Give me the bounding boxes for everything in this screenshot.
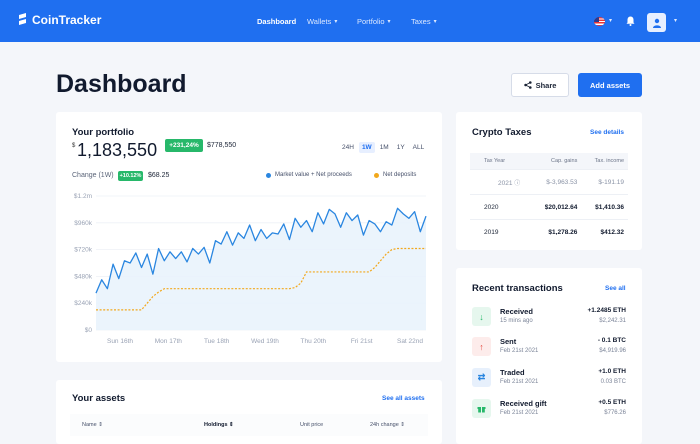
share-button[interactable]: Share: [511, 73, 569, 97]
gain-badge: +231,24%: [165, 139, 203, 152]
y-tick-label: $0: [85, 327, 93, 334]
range-selector: 24H 1W 1M 1Y ALL: [339, 142, 427, 153]
assets-table-header: Name ⇕ Holdings ⇕ Unit price 24h change …: [70, 414, 428, 436]
legend-deposits: Net deposits: [374, 172, 416, 178]
x-tick-label: Thu 20th: [300, 338, 326, 345]
range-1y[interactable]: 1Y: [396, 144, 405, 151]
legend-dot-deposits: [374, 172, 379, 178]
y-tick-label: $960k: [74, 220, 92, 227]
arrow-down-icon: ↓: [472, 307, 491, 326]
nav-wallets[interactable]: Wallets ▾: [307, 17, 338, 26]
market-area: [96, 208, 426, 330]
taxes-title: Crypto Taxes: [472, 127, 532, 138]
col-unit-price[interactable]: Unit price: [300, 422, 324, 428]
range-24h[interactable]: 24H: [342, 144, 354, 151]
range-1w[interactable]: 1W: [358, 142, 375, 153]
chevron-down-icon[interactable]: ▾: [609, 18, 613, 24]
add-assets-button[interactable]: Add assets: [578, 73, 642, 97]
y-tick-label: $240k: [74, 300, 92, 307]
change-usd: $68.25: [148, 172, 170, 179]
assets-title: Your assets: [72, 393, 126, 404]
transaction-item[interactable]: ↓ Received 15 mins ago +1.2485 ETH $2,24…: [470, 305, 628, 331]
x-tick-label: Sat 22nd: [397, 338, 423, 345]
nav-portfolio[interactable]: Portfolio ▾: [357, 17, 391, 26]
col-holdings[interactable]: Holdings ⇕: [204, 422, 234, 428]
x-tick-label: Wed 19th: [251, 338, 279, 345]
market-line: [95, 207, 427, 294]
y-tick-label: $720k: [74, 247, 92, 254]
table-row[interactable]: 2021 ⓘ $-3,963.53 $-191.19: [470, 169, 628, 194]
logo-icon: [19, 13, 26, 25]
recent-title: Recent transactions: [472, 283, 563, 294]
app-name: CoinTracker: [32, 13, 102, 27]
portfolio-title: Your portfolio: [72, 127, 135, 138]
table-row[interactable]: 2020 $20,012.64 $1,410.36: [470, 194, 628, 219]
chevron-down-icon[interactable]: ▾: [674, 18, 678, 24]
user-icon: [652, 18, 661, 28]
deposits-line: [96, 247, 426, 311]
crypto-taxes-card: Crypto Taxes See details Tax Year Cap. g…: [456, 112, 642, 250]
chevron-down-icon: ▾: [387, 19, 391, 25]
x-tick-label: Fri 21st: [351, 338, 373, 345]
chevron-down-icon: ▾: [433, 19, 437, 25]
legend-market: Market value + Net proceeds: [266, 172, 352, 178]
see-all-assets-link[interactable]: See all assets: [382, 395, 425, 402]
y-tick-label: $480k: [74, 273, 92, 280]
x-tick-label: Tue 18th: [204, 338, 230, 345]
transaction-item[interactable]: ↑ Sent Feb 21st 2021 - 0.1 BTC $4,919.96: [470, 335, 628, 361]
share-icon: [523, 81, 532, 89]
y-tick-label: $1.2m: [74, 193, 92, 200]
portfolio-total: 1,183,550: [77, 140, 158, 160]
change-label: Change (1W): [72, 172, 114, 179]
app-logo[interactable]: CoinTracker: [18, 13, 101, 27]
nav-dashboard[interactable]: Dashboard: [257, 17, 297, 26]
nav-taxes[interactable]: Taxes ▾: [411, 17, 437, 26]
col-name[interactable]: Name ⇕: [82, 422, 103, 428]
info-icon[interactable]: ⓘ: [514, 180, 521, 187]
arrow-up-icon: ↑: [472, 337, 491, 356]
x-tick-label: Sun 16th: [107, 338, 133, 345]
avatar[interactable]: [647, 13, 666, 32]
recent-transactions-card: Recent transactions See all ↓ Received 1…: [456, 268, 642, 444]
top-navbar: CoinTracker Dashboard Wallets ▾ Portfolio…: [0, 0, 700, 42]
taxes-table-header: Tax Year Cap. gains Tax. income: [470, 153, 628, 169]
change-badge: +10.12%: [118, 171, 143, 181]
see-details-link[interactable]: See details: [590, 129, 624, 136]
col-24h-change[interactable]: 24h change ⇕: [370, 422, 405, 428]
chevron-down-icon: ▾: [334, 19, 338, 25]
swap-icon: ⇄: [472, 368, 491, 387]
us-flag-icon[interactable]: [594, 17, 605, 26]
transaction-item[interactable]: Received gift Feb 21st 2021 +0.5 ETH $77…: [470, 397, 628, 423]
portfolio-chart[interactable]: $1.2m $960k $720k $480k $240k $0 Sun 16th Mon 1…: [56, 112, 442, 362]
table-row[interactable]: 2019 $1,278.26 $412.32: [470, 219, 628, 244]
bell-icon[interactable]: [626, 16, 635, 26]
see-all-transactions-link[interactable]: See all: [605, 285, 626, 292]
legend-dot-market: [266, 172, 271, 178]
range-1m[interactable]: 1M: [379, 144, 389, 151]
gain-usd: $778,550: [207, 142, 237, 149]
currency-symbol: $: [72, 143, 76, 149]
page-title: Dashboard: [56, 70, 187, 98]
transaction-item[interactable]: ⇄ Traded Feb 21st 2021 +1.0 ETH 0.03 BTC: [470, 366, 628, 392]
range-all[interactable]: ALL: [412, 144, 425, 151]
taxes-table: Tax Year Cap. gains Tax. income 2021 ⓘ $…: [470, 153, 628, 244]
x-tick-label: Mon 17th: [155, 338, 182, 345]
gift-icon: [472, 399, 491, 418]
portfolio-card: Your portfolio $ 1,183,550 +231,24% $778…: [56, 112, 442, 362]
